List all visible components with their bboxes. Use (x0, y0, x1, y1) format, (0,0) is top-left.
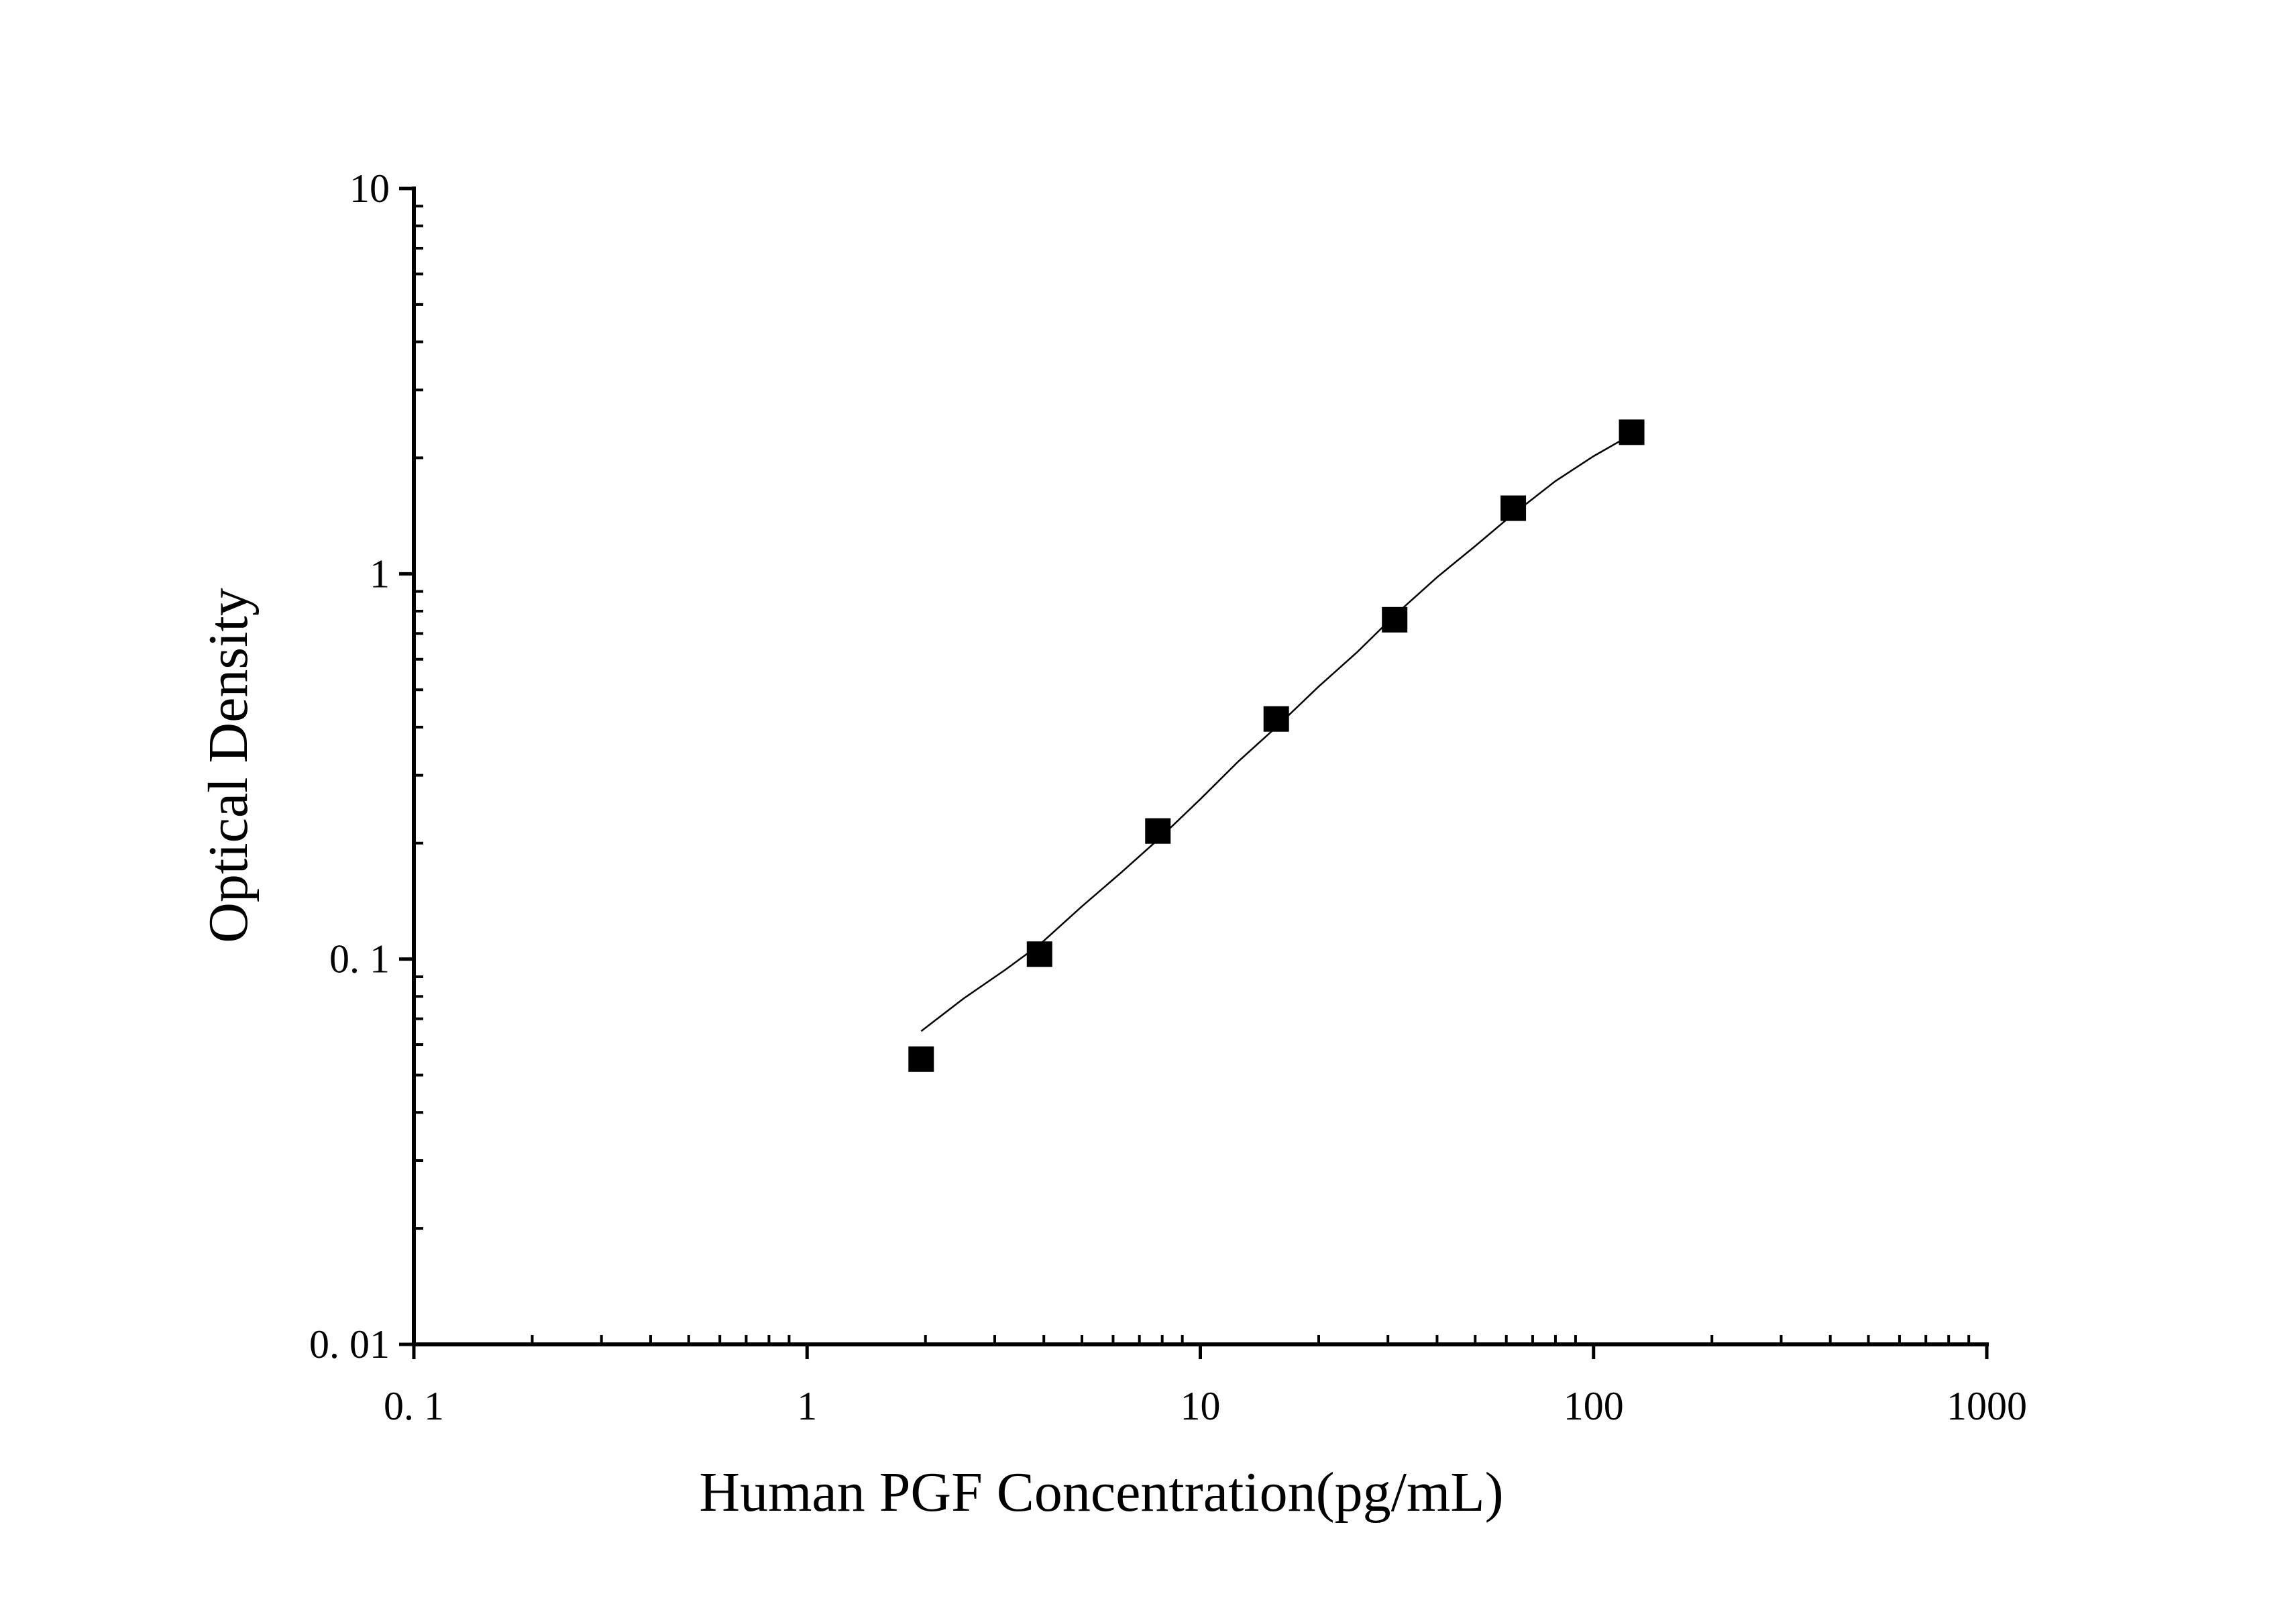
data-point (908, 1046, 934, 1072)
data-point (1619, 419, 1645, 445)
data-point (1026, 941, 1052, 967)
x-tick-label: 0. 1 (384, 1384, 444, 1428)
x-tick-label: 10 (1181, 1384, 1221, 1428)
data-points (908, 419, 1645, 1072)
ticks (399, 186, 1989, 1359)
data-point (1382, 606, 1408, 633)
y-tick-label: 0. 1 (329, 937, 390, 981)
y-tick-label: 1 (370, 551, 390, 596)
data-point (1263, 706, 1289, 732)
y-tick-label: 10 (349, 166, 390, 211)
x-tick-label: 100 (1564, 1384, 1624, 1428)
axes (412, 186, 1989, 1346)
data-point (1145, 818, 1171, 844)
x-tick-label: 1 (797, 1384, 817, 1428)
data-point (1500, 495, 1527, 521)
y-axis-title: Optical Density (197, 588, 260, 943)
tick-labels: 0. 1 1 10 100 1000 0. 01 0. 1 1 10 (309, 166, 2027, 1428)
x-tick-label: 1000 (1947, 1384, 2027, 1428)
y-tick-label: 0. 01 (309, 1322, 390, 1367)
x-axis-title: Human PGF Concentration(pg/mL) (699, 1461, 1503, 1523)
